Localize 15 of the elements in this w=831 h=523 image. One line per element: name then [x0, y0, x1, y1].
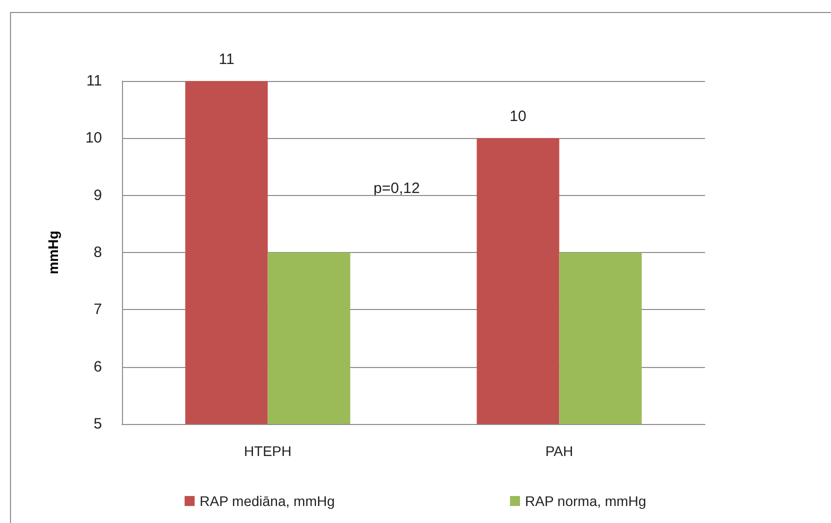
y-axis-title: mmHg: [45, 230, 61, 274]
y-tick-label: 9: [94, 186, 102, 204]
y-tick-label: 6: [94, 358, 102, 376]
y-tick-label: 7: [94, 301, 102, 318]
legend-label: RAP norma, mmHg: [525, 493, 646, 509]
legend-label: RAP mediāna, mmHg: [200, 493, 335, 509]
annotation: p=0,12: [374, 180, 420, 197]
data-label: 10: [510, 108, 526, 126]
data-label: 11: [218, 51, 234, 68]
y-tick-label: 8: [94, 244, 102, 261]
x-tick-label: HTEPH: [244, 443, 292, 459]
x-tick-label: PAH: [545, 443, 574, 459]
y-tick-label: 11: [86, 72, 102, 90]
y-tick-label: 5: [94, 416, 102, 432]
y-tick-label: 10: [85, 130, 102, 147]
